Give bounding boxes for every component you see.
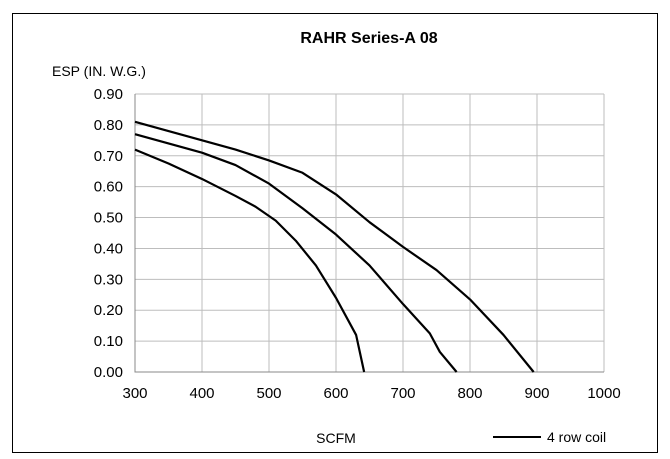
grid-lines <box>134 93 605 373</box>
x-tick-label: 900 <box>524 385 549 402</box>
y-tick-label: 0.30 <box>94 271 123 288</box>
x-tick-label: 500 <box>256 385 281 402</box>
legend-entry-4-row-coil: 4 row coil <box>547 429 606 445</box>
y-tick-label: 0.60 <box>94 179 123 196</box>
x-tick-labels: 300 400 500 600 700 800 900 1000 <box>122 385 620 402</box>
x-tick-label: 600 <box>323 385 348 402</box>
x-tick-label: 300 <box>122 385 147 402</box>
y-tick-label: 0.80 <box>94 117 123 134</box>
series-lines <box>134 120 535 373</box>
axis-lines <box>134 94 604 373</box>
y-tick-labels: 0.00 0.10 0.20 0.30 0.40 0.50 0.60 0.70 0.80 0.90 <box>94 86 123 381</box>
y-tick-label: 0.70 <box>94 148 123 165</box>
y-tick-label: 0.90 <box>94 86 123 103</box>
y-tick-label: 0.20 <box>94 302 123 319</box>
series-line-1 <box>134 148 366 373</box>
y-tick-label: 0.00 <box>94 364 123 381</box>
x-tick-label: 400 <box>189 385 214 402</box>
series-line-2 <box>134 133 458 373</box>
y-tick-label: 0.50 <box>94 210 123 227</box>
x-tick-label: 700 <box>390 385 415 402</box>
x-tick-label: 800 <box>457 385 482 402</box>
x-tick-label: 1000 <box>587 385 620 402</box>
x-axis-label: SCFM <box>316 430 356 446</box>
legend: 4 row coil <box>493 429 606 445</box>
y-tick-label: 0.40 <box>94 240 123 257</box>
chart-title: RAHR Series-A 08 <box>300 30 437 47</box>
series-line-3 <box>134 120 535 373</box>
y-axis-label: ESP (IN. W.G.) <box>52 63 146 79</box>
y-tick-label: 0.10 <box>94 333 123 350</box>
